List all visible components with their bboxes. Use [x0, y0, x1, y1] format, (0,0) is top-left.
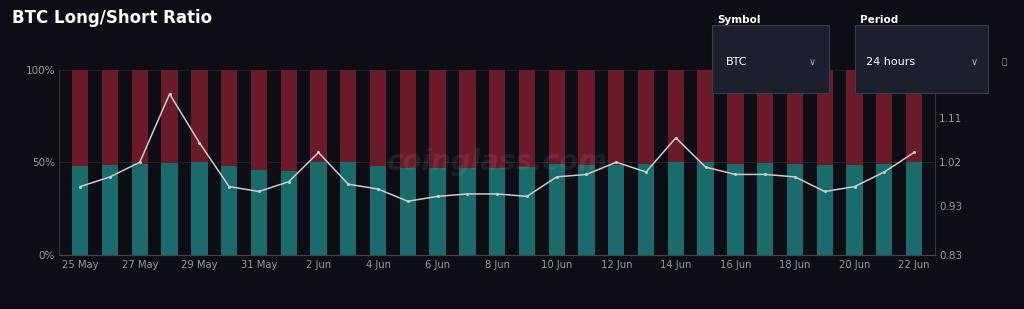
Bar [906, 70, 923, 162]
Bar [399, 168, 416, 255]
Bar [251, 170, 267, 255]
Bar [489, 70, 505, 168]
Bar [370, 166, 386, 255]
Bar [638, 164, 654, 255]
Text: BTC: BTC [726, 57, 748, 67]
FancyBboxPatch shape [855, 25, 988, 93]
Bar [786, 164, 803, 255]
Bar [757, 70, 773, 163]
Bar [101, 165, 118, 255]
Bar [638, 70, 654, 164]
Bar [251, 70, 267, 170]
Bar [281, 171, 297, 255]
Text: Symbol: Symbol [717, 15, 760, 25]
Bar [429, 70, 445, 168]
Bar [399, 70, 416, 168]
Bar [101, 70, 118, 165]
Bar [697, 162, 714, 255]
Bar [519, 167, 536, 255]
Bar [608, 165, 625, 255]
Bar [786, 70, 803, 164]
Bar [816, 165, 833, 255]
Bar [191, 70, 208, 162]
Bar [281, 70, 297, 171]
Bar [72, 70, 88, 166]
Bar [310, 70, 327, 162]
Text: 24 hours: 24 hours [865, 57, 914, 67]
Bar [579, 70, 595, 165]
Text: Period: Period [860, 15, 898, 25]
Bar [727, 70, 743, 164]
Bar [72, 166, 88, 255]
Bar [310, 162, 327, 255]
Text: 📷: 📷 [1002, 57, 1007, 67]
Bar [162, 70, 178, 163]
Text: coinglass.com: coinglass.com [387, 148, 607, 176]
Bar [489, 168, 505, 255]
Bar [519, 70, 536, 167]
Bar [429, 168, 445, 255]
Bar [221, 166, 238, 255]
Bar [668, 70, 684, 162]
Bar [191, 162, 208, 255]
Bar [727, 164, 743, 255]
Bar [757, 163, 773, 255]
Text: ∨: ∨ [808, 57, 815, 67]
Bar [549, 164, 565, 255]
Bar [340, 70, 356, 162]
Bar [132, 164, 148, 255]
Text: ∨: ∨ [971, 57, 978, 67]
Text: BTC Long/Short Ratio: BTC Long/Short Ratio [12, 9, 212, 27]
FancyBboxPatch shape [712, 25, 829, 93]
Bar [906, 162, 923, 255]
Bar [370, 70, 386, 166]
Bar [846, 165, 862, 255]
Bar [459, 70, 475, 168]
Bar [459, 168, 475, 255]
Bar [340, 162, 356, 255]
Bar [221, 70, 238, 166]
Bar [697, 70, 714, 162]
Bar [668, 162, 684, 255]
Bar [549, 70, 565, 164]
Bar [608, 70, 625, 165]
Bar [846, 70, 862, 165]
Bar [132, 70, 148, 164]
Bar [877, 164, 893, 255]
Bar [579, 165, 595, 255]
Bar [816, 70, 833, 165]
Bar [162, 163, 178, 255]
Bar [877, 70, 893, 164]
